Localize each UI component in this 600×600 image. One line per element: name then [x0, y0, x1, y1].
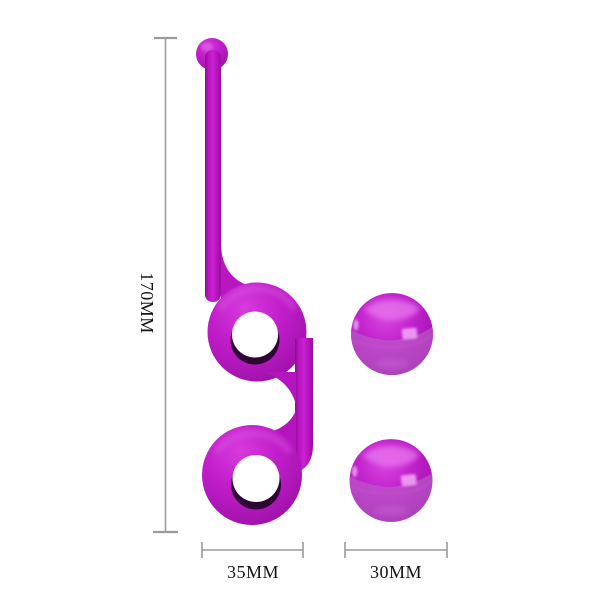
- lower-ring-hole: [232, 455, 280, 502]
- device-width-label: 35MM: [227, 562, 279, 582]
- kegel-ball-top: [349, 293, 435, 377]
- ball-diameter-dimension-line: [344, 542, 448, 558]
- gap-bottom-fillet: [270, 410, 296, 452]
- lower-ring-highlight: [213, 429, 293, 456]
- upper-ring-hole: [232, 311, 278, 358]
- kegel-exerciser-device: [196, 38, 313, 525]
- gap-top-fillet: [264, 372, 296, 405]
- kegel-ball-bottom: [348, 439, 435, 524]
- height-dimension-line: [153, 36, 178, 534]
- height-dimension-label: 170MM: [137, 272, 157, 334]
- device-width-dimension-line: [201, 542, 304, 558]
- upper-ring-highlight: [216, 285, 298, 312]
- device-top-ball-highlight: [201, 42, 213, 52]
- ball-diameter-label: 30MM: [370, 562, 422, 582]
- stem-ring-fillet: [221, 245, 268, 300]
- device-connector-bar: [295, 338, 313, 471]
- device-stem: [205, 50, 221, 302]
